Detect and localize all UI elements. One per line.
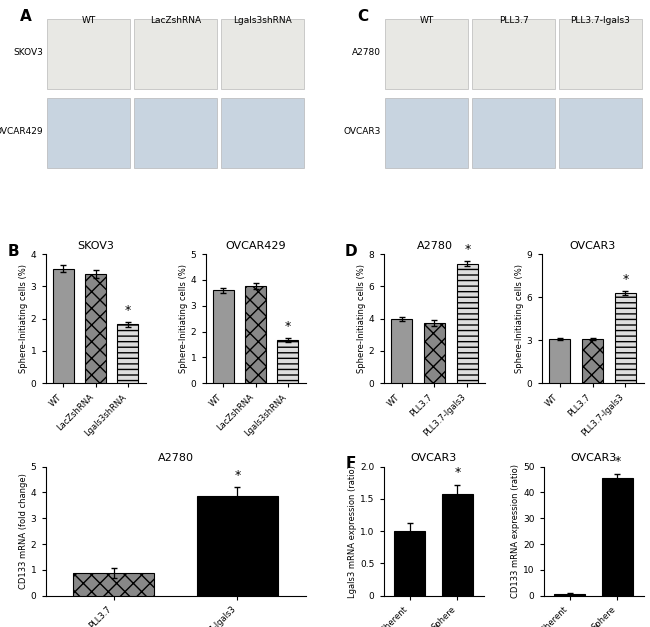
Text: D: D	[344, 244, 358, 259]
Text: *: *	[622, 273, 629, 286]
Text: *: *	[125, 304, 131, 317]
Bar	[558, 98, 642, 167]
Bar	[73, 573, 154, 596]
Y-axis label: CD133 mRNA (fold change): CD133 mRNA (fold change)	[19, 473, 28, 589]
Text: *: *	[464, 243, 471, 256]
Text: SKOV3: SKOV3	[13, 48, 43, 56]
Bar	[220, 19, 304, 88]
Bar	[385, 98, 469, 167]
Bar	[602, 478, 633, 596]
Bar	[220, 98, 304, 167]
Title: OVCAR429: OVCAR429	[225, 241, 286, 251]
Text: WT: WT	[420, 16, 434, 24]
Bar	[442, 493, 473, 596]
Bar	[472, 98, 555, 167]
Text: OVCAR429: OVCAR429	[0, 127, 43, 135]
Bar	[134, 19, 217, 88]
Y-axis label: Lgals3 mRNA expression (ratio): Lgals3 mRNA expression (ratio)	[348, 465, 358, 598]
Bar	[615, 293, 636, 383]
Bar	[457, 264, 478, 383]
Text: B: B	[8, 244, 19, 259]
Bar	[117, 325, 138, 383]
Bar	[558, 19, 642, 88]
Text: PLL3.7-lgals3: PLL3.7-lgals3	[570, 16, 630, 24]
Bar	[134, 98, 217, 167]
Text: *: *	[285, 320, 291, 333]
Text: LacZshRNA: LacZshRNA	[150, 16, 201, 24]
Text: *: *	[454, 466, 460, 480]
Y-axis label: Sphere-Initiating cells (%): Sphere-Initiating cells (%)	[19, 264, 28, 373]
Bar	[213, 290, 234, 383]
Y-axis label: Sphere-Initiating cells (%): Sphere-Initiating cells (%)	[179, 264, 188, 373]
Bar	[391, 319, 412, 383]
Text: OVCAR3: OVCAR3	[344, 127, 381, 135]
Bar	[472, 19, 555, 88]
Title: OVCAR3: OVCAR3	[571, 453, 617, 463]
Text: PLL3.7: PLL3.7	[499, 16, 528, 24]
Title: A2780: A2780	[417, 241, 452, 251]
Title: SKOV3: SKOV3	[77, 241, 114, 251]
Bar	[549, 339, 570, 383]
Y-axis label: Sphere-Initiating cells (%): Sphere-Initiating cells (%)	[357, 264, 366, 373]
Bar	[245, 286, 266, 383]
Text: *: *	[614, 455, 621, 468]
Bar	[47, 98, 131, 167]
Text: WT: WT	[82, 16, 96, 24]
Title: A2780: A2780	[157, 453, 194, 463]
Title: OVCAR3: OVCAR3	[410, 453, 456, 463]
Text: F: F	[346, 456, 356, 472]
Y-axis label: CD133 mRNA expression (ratio): CD133 mRNA expression (ratio)	[511, 464, 520, 598]
Bar	[53, 268, 73, 383]
Bar	[47, 19, 131, 88]
Bar	[197, 496, 278, 596]
Bar	[278, 340, 298, 383]
Text: A2780: A2780	[352, 48, 381, 56]
Bar	[85, 274, 106, 383]
Text: Lgals3shRNA: Lgals3shRNA	[233, 16, 292, 24]
Text: A: A	[20, 9, 31, 24]
Bar	[385, 19, 469, 88]
Bar	[424, 323, 445, 383]
Y-axis label: Sphere-Initiating cells (%): Sphere-Initiating cells (%)	[515, 264, 524, 373]
Title: OVCAR3: OVCAR3	[569, 241, 616, 251]
Text: C: C	[358, 9, 369, 24]
Text: *: *	[234, 469, 240, 482]
Bar	[554, 594, 585, 596]
Bar	[582, 339, 603, 383]
Bar	[394, 531, 425, 596]
